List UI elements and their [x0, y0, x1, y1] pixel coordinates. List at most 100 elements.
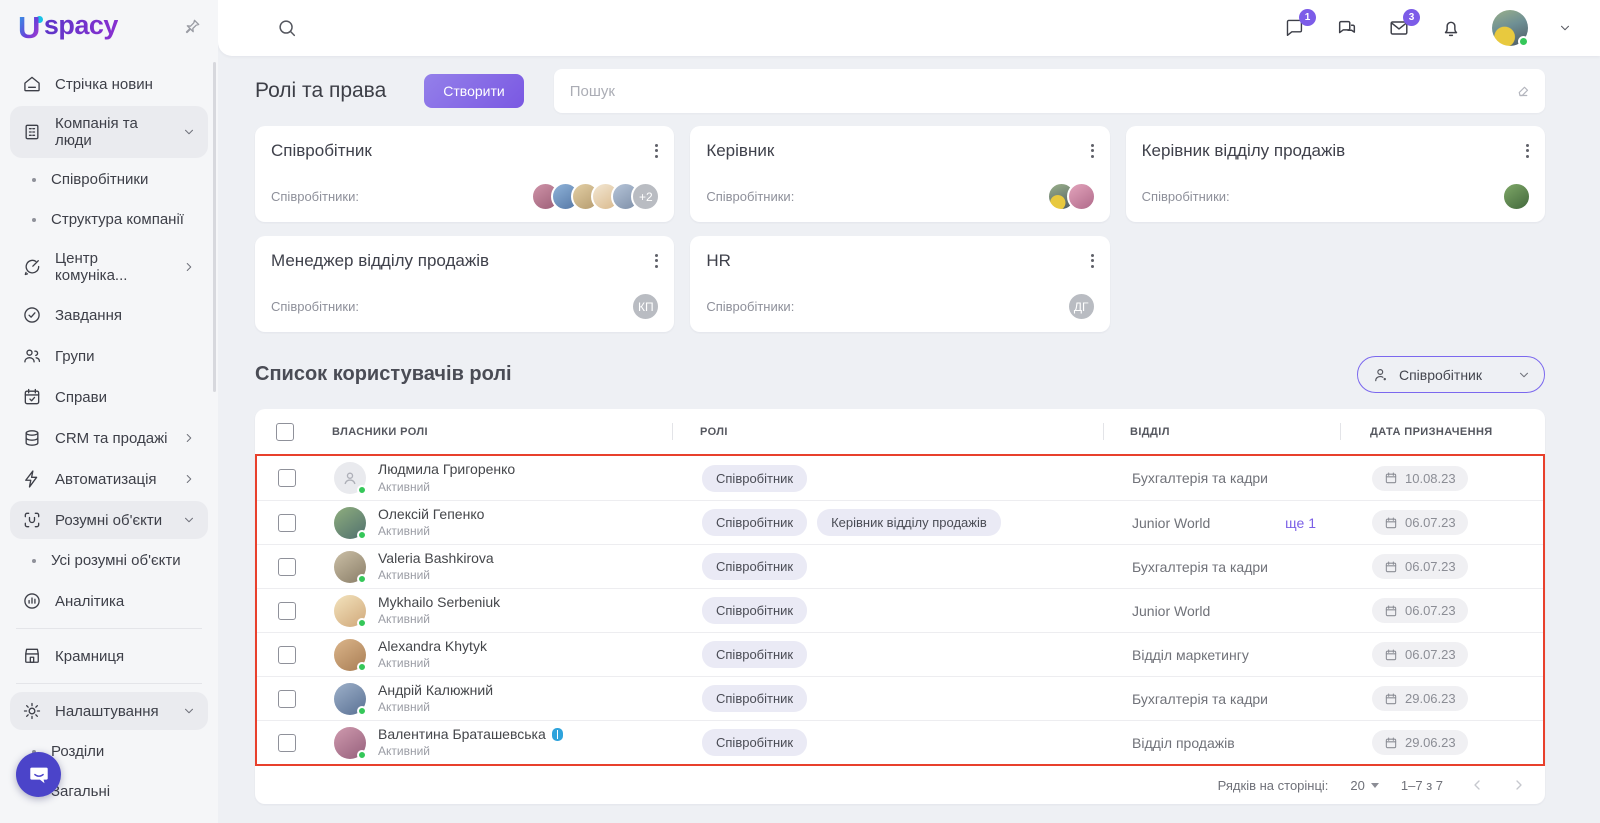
mail-icon[interactable]: 3 [1388, 9, 1420, 39]
online-status-dot [1518, 36, 1529, 47]
sidebar-item-analytics[interactable]: Аналітика [10, 582, 208, 620]
row-checkbox[interactable] [278, 689, 296, 708]
more-departments-link[interactable]: ще 1 [1285, 514, 1316, 531]
table-row[interactable]: Valeria Bashkirova Активний Співробітник… [257, 544, 1543, 588]
avatar [334, 550, 367, 584]
sidebar-item-groups[interactable]: Групи [10, 337, 208, 375]
sidebar-item-company-structure[interactable]: Структура компанії [10, 201, 208, 238]
member-avatars [1502, 182, 1531, 211]
table-row[interactable]: Mykhailo Serbeniuk Активний Співробітник… [257, 588, 1543, 632]
role-card-sales-head[interactable]: Керівник відділу продажів Співробітники: [1125, 126, 1545, 222]
user-name[interactable]: Олексій Гепенко [378, 505, 485, 522]
users-table: ВЛАСНИКИ РОЛІ РОЛІ ВІДДІЛ ДАТА ПРИЗНАЧЕН… [255, 409, 1545, 804]
sidebar-item-crm-sales[interactable]: CRM та продажі [10, 419, 208, 457]
global-search-icon[interactable] [276, 17, 298, 39]
table-row[interactable]: Людмила Григоренко Активний Співробітник… [257, 456, 1543, 500]
department: Відділ продажів [1132, 734, 1235, 751]
sidebar-item-label: Крамниця [55, 647, 125, 665]
card-menu-kebab-icon[interactable] [649, 137, 664, 164]
sidebar-item-sections[interactable]: Розділи [10, 733, 208, 770]
user-status: Активний [378, 479, 430, 494]
card-menu-kebab-icon[interactable] [1520, 137, 1535, 164]
select-all-checkbox[interactable] [276, 422, 294, 441]
sidebar-item-tasks[interactable]: Завдання [10, 296, 208, 334]
card-menu-kebab-icon[interactable] [1085, 137, 1100, 164]
table-row[interactable]: Андрій Калюжний Активний Співробітник Бу… [257, 676, 1543, 720]
sidebar-item-communication-center[interactable]: Центр комуніка... [10, 241, 208, 293]
chevron-down-icon [184, 517, 194, 523]
row-checkbox[interactable] [278, 513, 296, 532]
notifications-bell-icon[interactable] [1440, 17, 1462, 39]
card-menu-kebab-icon[interactable] [1085, 247, 1100, 274]
role-card-employee[interactable]: Співробітник Співробітники: +2 [255, 126, 675, 222]
user-avatar[interactable] [1492, 10, 1529, 47]
user-name[interactable]: Андрій Калюжний [378, 681, 494, 698]
user-name: Валентина Браташевська [378, 725, 546, 742]
next-page-icon[interactable] [1511, 777, 1527, 793]
profile-chevron-down-icon[interactable] [1558, 21, 1572, 35]
table-row[interactable]: Alexandra Khytyk Активний Співробітник В… [257, 632, 1543, 676]
role-card-manager[interactable]: Керівник Співробітники: [690, 126, 1110, 222]
logo-text: spacy [43, 10, 119, 40]
user-name[interactable]: Alexandra Khytyk [378, 637, 487, 654]
assignment-date: 10.08.23 [1372, 465, 1468, 491]
role-chip: Співробітник [702, 729, 808, 756]
sidebar-item-news-feed[interactable]: Стрічка новин [10, 65, 208, 103]
sidebar-item-label: Налаштування [55, 702, 159, 720]
sidebar-subitem-label: Розділи [51, 743, 105, 760]
page-title: Ролі та права [255, 79, 387, 102]
user-name[interactable]: Людмила Григоренко [378, 461, 516, 478]
row-checkbox[interactable] [278, 469, 296, 487]
sidebar-scrollbar[interactable] [213, 62, 216, 392]
sidebar-item-automation[interactable]: Автоматизація [10, 460, 208, 498]
chevron-down-icon [184, 129, 194, 135]
avatar [1502, 182, 1531, 211]
role-card-sales-manager[interactable]: Менеджер відділу продажів Співробітники:… [255, 236, 675, 332]
prev-page-icon[interactable] [1469, 777, 1485, 793]
online-status-dot [357, 529, 367, 540]
role-filter-select[interactable]: Співробітник [1356, 356, 1545, 393]
sidebar-item-company-people[interactable]: Компанія та люди [10, 106, 208, 158]
card-menu-kebab-icon[interactable] [649, 247, 664, 274]
clear-search-icon[interactable] [1514, 82, 1532, 100]
row-checkbox[interactable] [278, 557, 296, 576]
user-status: Активний [378, 700, 430, 715]
sidebar-item-label: CRM та продажі [55, 429, 168, 447]
support-chat-button[interactable] [16, 752, 61, 797]
sidebar-item-activities[interactable]: Справи [10, 378, 208, 416]
sidebar-item-settings[interactable]: Налаштування [10, 692, 208, 730]
create-button[interactable]: Створити [424, 74, 524, 108]
column-header-owners: ВЛАСНИКИ РОЛІ [332, 425, 428, 438]
sidebar-item-smart-objects[interactable]: Розумні об'єкти [10, 501, 208, 539]
lightning-icon [25, 470, 38, 488]
department: Junior World [1132, 514, 1211, 531]
bullet-icon [32, 558, 36, 563]
rows-per-page-label: Рядків на сторінці: [1217, 777, 1329, 793]
role-chip: Співробітник [702, 597, 808, 624]
chevron-right-icon [186, 474, 192, 484]
row-checkbox[interactable] [278, 645, 296, 664]
avatar-placeholder [334, 462, 367, 495]
user-name[interactable]: Mykhailo Serbeniuk [378, 593, 501, 610]
column-header-department: ВІДДІЛ [1130, 425, 1170, 438]
sidebar-item-all-smart-objects[interactable]: Усі розумні об'єкти [10, 542, 208, 579]
row-checkbox[interactable] [278, 601, 296, 620]
messenger-icon[interactable] [1336, 17, 1358, 39]
user-name[interactable]: Valeria Bashkirova [378, 549, 494, 566]
search-input[interactable] [553, 69, 1545, 113]
chat-badge: 1 [1299, 9, 1316, 26]
table-row[interactable]: Олексій Гепенко Активний Співробітник Ке… [257, 500, 1543, 544]
chat-icon[interactable]: 1 [1284, 9, 1316, 39]
row-checkbox[interactable] [278, 733, 296, 752]
table-row[interactable]: Валентина Браташевська Активний Співробі… [257, 720, 1543, 764]
sidebar-item-marketplace[interactable]: Крамниця [10, 637, 208, 675]
chevron-down-icon [184, 708, 194, 714]
role-card-hr[interactable]: HR Співробітники: ДГ [690, 236, 1110, 332]
sidebar-item-employees[interactable]: Співробітники [10, 161, 208, 198]
rows-per-page-select[interactable]: 20 [1350, 778, 1379, 793]
users-icon [24, 349, 41, 363]
pin-sidebar-icon[interactable] [182, 17, 202, 37]
sidebar-subitem-label: Співробітники [51, 171, 149, 188]
assignment-date: 06.07.23 [1372, 510, 1468, 535]
